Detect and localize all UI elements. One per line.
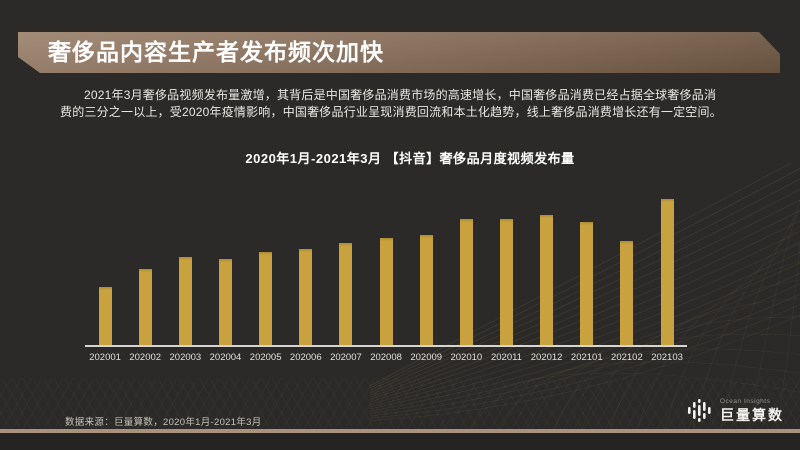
bar-slot [125, 190, 165, 345]
chart-bar-202007 [339, 243, 353, 345]
intro-paragraph: 2021年3月奢侈品视频发布量激增，其背后是中国奢侈品消费市场的高速增长，中国奢… [60, 88, 722, 119]
bar-slot [165, 190, 205, 345]
data-source-note: 数据来源：巨量算数，2020年1月-2021年3月 [65, 417, 262, 428]
bar-chart: 202001 202002 202003 202004 202005 202006 2020… [85, 190, 687, 363]
x-tick-label: 202006 [289, 352, 322, 363]
chart-bar-202002 [138, 269, 152, 345]
bar-slot [406, 190, 446, 345]
chart-bar-202004 [218, 259, 232, 345]
logo-subtext: Ocean Insights [720, 398, 771, 406]
chart-bar-202012 [540, 215, 554, 345]
bar-slot [567, 190, 607, 345]
chart-bar-202001 [98, 287, 112, 345]
bar-slot [286, 190, 326, 345]
chart-bar-202009 [419, 235, 433, 345]
x-tick-label: 202101 [570, 352, 603, 363]
x-tick-label: 202011 [490, 352, 522, 363]
chart-bar-202103 [660, 199, 674, 345]
ocean-insights-logo-icon [688, 399, 711, 422]
chart-plot-area [85, 190, 687, 347]
x-tick-label: 202012 [530, 352, 563, 363]
bar-slot [647, 190, 687, 345]
chart-bar-202101 [580, 222, 594, 345]
x-axis: 202001 202002 202003 202004 202005 202006 2020… [85, 352, 687, 363]
chart-bar-202005 [259, 252, 273, 345]
bar-slot [446, 190, 486, 345]
bar-slot [527, 190, 567, 345]
bar-slot [486, 190, 526, 345]
x-tick-label: 202010 [450, 352, 483, 363]
bottom-accent-rule [0, 429, 800, 433]
bar-slot [85, 190, 125, 345]
x-tick-label: 202001 [89, 352, 121, 363]
logo-text: 巨量算数 [720, 406, 784, 423]
x-tick-label: 202003 [169, 352, 202, 363]
x-tick-label: 202009 [410, 352, 443, 363]
chart-bar-202006 [299, 249, 313, 345]
chart-bar-202102 [620, 241, 634, 345]
logo-wordmark: Ocean Insights 巨量算数 [720, 399, 784, 422]
x-tick-label: 202007 [330, 352, 362, 363]
bar-slot [607, 190, 647, 345]
x-tick-label: 202103 [651, 352, 683, 363]
x-tick-label: 202102 [611, 352, 643, 363]
bar-slot [205, 190, 245, 345]
chart-bar-202003 [178, 257, 192, 345]
bar-slot [326, 190, 366, 345]
bottom-strip [0, 433, 800, 450]
brand-logo: Ocean Insights 巨量算数 [687, 397, 784, 424]
chart-bar-202010 [459, 219, 473, 345]
page-title: 奢侈品内容生产者发布频次加快 [48, 39, 384, 65]
chart-bar-202011 [499, 219, 513, 345]
x-tick-label: 202008 [370, 352, 402, 363]
title-banner: 奢侈品内容生产者发布频次加快 [18, 32, 780, 73]
chart-bar-202008 [379, 238, 393, 345]
x-tick-label: 202005 [249, 352, 282, 363]
bar-slot [246, 190, 286, 345]
chart-title: 2020年1月-2021年3月 【抖音】奢侈品月度视频发布量 [245, 151, 575, 166]
x-tick-label: 202004 [209, 352, 242, 363]
bar-slot [366, 190, 406, 345]
x-tick-label: 202002 [129, 352, 162, 363]
